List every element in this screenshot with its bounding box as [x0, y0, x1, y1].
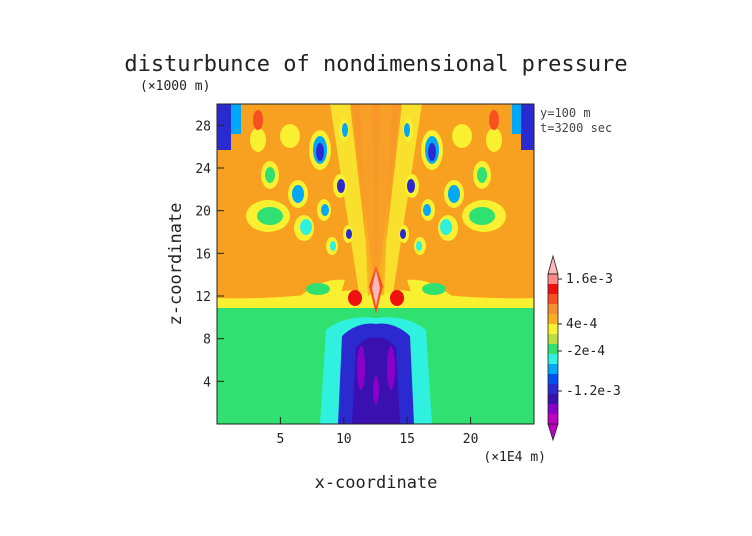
colorbar-frame: [547, 273, 559, 425]
colorbar-max-arrow: [547, 254, 559, 275]
y-unit-label: (×1000 m): [140, 79, 210, 94]
x-axis-ticks: 5 10 15 20: [276, 417, 478, 447]
colorbar-swatch: [548, 384, 558, 394]
colorbar-min-arrow: [547, 423, 559, 442]
wave-lobes-right: [399, 110, 506, 296]
colorbar-swatch: [548, 364, 558, 374]
y-tick-label: 4: [203, 375, 211, 390]
plot-frame: [216, 103, 535, 425]
colorbar-swatch: [548, 274, 558, 284]
wave-lobes-left: [246, 110, 353, 296]
colorbar-swatch: [548, 344, 558, 354]
colorbar-swatch: [548, 294, 558, 304]
y-tick-label: 28: [195, 119, 211, 134]
x-tick-label: 20: [463, 432, 479, 447]
colorbar-swatch: [548, 414, 558, 424]
annotation-t: t=3200 sec: [540, 121, 612, 135]
x-tick-label: 10: [336, 432, 352, 447]
y-tick-label: 12: [195, 290, 211, 305]
chart-title: disturbunce of nondimensional pressure: [124, 52, 627, 77]
y-tick-label: 16: [195, 247, 211, 262]
colorbar-label: 4e-4: [566, 317, 597, 332]
y-axis-ticks: 4 8 12 16 20 24 28: [195, 119, 224, 390]
colorbar-swatch: [548, 374, 558, 384]
colorbar-swatch: [548, 404, 558, 414]
colorbar-swatch: [548, 334, 558, 344]
colorbar-swatch: [548, 354, 558, 364]
colorbar-label: -2e-4: [566, 344, 605, 359]
y-tick-label: 8: [203, 333, 211, 348]
x-tick-label: 5: [276, 432, 284, 447]
x-unit-label: (×1E4 m): [483, 450, 546, 465]
x-tick-label: 15: [399, 432, 415, 447]
colorbar-swatch: [548, 314, 558, 324]
contour-field: [217, 104, 534, 424]
annotation-y: y=100 m: [540, 106, 591, 120]
y-axis-label: z-coordinate: [166, 203, 186, 326]
colorbar-swatch: [548, 304, 558, 314]
colorbar-swatch: [548, 284, 558, 294]
y-tick-label: 24: [195, 162, 211, 177]
colorbar-swatch: [548, 324, 558, 334]
colorbar-label: 1.6e-3: [566, 272, 613, 287]
colorbar-label: -1.2e-3: [566, 384, 621, 399]
colorbar: 1.6e-3 4e-4 -2e-4 -1.2e-3: [547, 254, 621, 442]
x-axis-label: x-coordinate: [315, 473, 438, 493]
colorbar-swatch: [548, 394, 558, 404]
y-tick-label: 20: [195, 205, 211, 220]
